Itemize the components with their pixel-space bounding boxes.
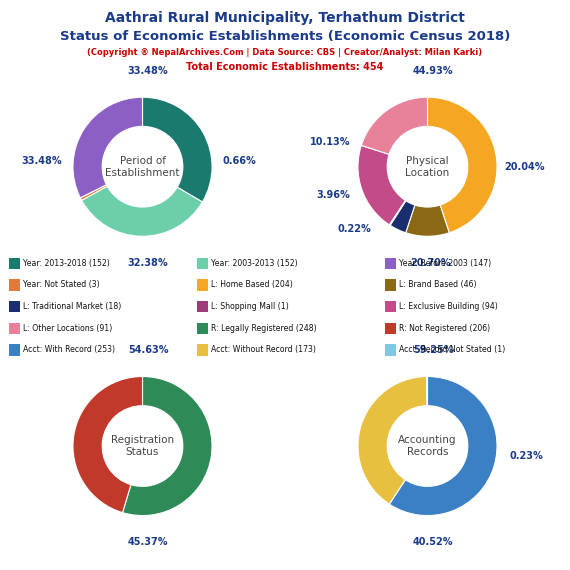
Text: 0.66%: 0.66%: [223, 156, 256, 166]
Wedge shape: [80, 185, 107, 201]
Wedge shape: [406, 205, 449, 236]
Text: L: Shopping Mall (1): L: Shopping Mall (1): [211, 302, 288, 311]
Text: 10.13%: 10.13%: [310, 137, 351, 148]
Text: 32.38%: 32.38%: [128, 258, 168, 268]
Text: Accounting
Records: Accounting Records: [398, 435, 457, 457]
Text: 20.04%: 20.04%: [504, 162, 545, 172]
Wedge shape: [82, 186, 202, 236]
Text: Status of Economic Establishments (Economic Census 2018): Status of Economic Establishments (Econo…: [60, 30, 510, 43]
Text: Period of
Establishment: Period of Establishment: [105, 156, 180, 177]
Text: 59.25%: 59.25%: [413, 345, 453, 355]
Text: Registration
Status: Registration Status: [111, 435, 174, 457]
Text: Year: Not Stated (3): Year: Not Stated (3): [23, 280, 99, 290]
Text: 20.70%: 20.70%: [411, 258, 451, 268]
Text: 45.37%: 45.37%: [128, 537, 168, 547]
Text: Year: Before 2003 (147): Year: Before 2003 (147): [399, 259, 491, 268]
Text: Acct: Without Record (173): Acct: Without Record (173): [211, 345, 316, 355]
Text: 0.23%: 0.23%: [510, 451, 543, 462]
Text: Year: 2003-2013 (152): Year: 2003-2013 (152): [211, 259, 298, 268]
Wedge shape: [358, 145, 405, 225]
Text: Aathrai Rural Municipality, Terhathum District: Aathrai Rural Municipality, Terhathum Di…: [105, 11, 465, 26]
Text: Year: 2013-2018 (152): Year: 2013-2018 (152): [23, 259, 109, 268]
Text: L: Brand Based (46): L: Brand Based (46): [399, 280, 477, 290]
Wedge shape: [73, 97, 142, 198]
Text: L: Traditional Market (18): L: Traditional Market (18): [23, 302, 121, 311]
Wedge shape: [389, 377, 497, 515]
Text: L: Exclusive Building (94): L: Exclusive Building (94): [399, 302, 498, 311]
Text: L: Other Locations (91): L: Other Locations (91): [23, 324, 112, 333]
Text: 40.52%: 40.52%: [413, 537, 453, 547]
Text: Acct: With Record (253): Acct: With Record (253): [23, 345, 115, 355]
Wedge shape: [389, 201, 406, 225]
Text: Acct: Record Not Stated (1): Acct: Record Not Stated (1): [399, 345, 505, 355]
Wedge shape: [358, 377, 427, 504]
Wedge shape: [142, 97, 212, 202]
Wedge shape: [361, 97, 428, 154]
Text: (Copyright ® NepalArchives.Com | Data Source: CBS | Creator/Analyst: Milan Karki: (Copyright ® NepalArchives.Com | Data So…: [87, 48, 483, 58]
Text: 0.22%: 0.22%: [337, 225, 372, 234]
Wedge shape: [73, 377, 142, 512]
Wedge shape: [426, 377, 428, 406]
Text: 44.93%: 44.93%: [413, 66, 453, 76]
Wedge shape: [123, 377, 212, 515]
Text: R: Not Registered (206): R: Not Registered (206): [399, 324, 490, 333]
Text: 33.48%: 33.48%: [21, 156, 62, 166]
Wedge shape: [428, 97, 497, 233]
Wedge shape: [390, 201, 415, 233]
Text: R: Legally Registered (248): R: Legally Registered (248): [211, 324, 316, 333]
Text: 54.63%: 54.63%: [128, 345, 168, 355]
Text: Physical
Location: Physical Location: [405, 156, 450, 177]
Text: L: Home Based (204): L: Home Based (204): [211, 280, 292, 290]
Text: 3.96%: 3.96%: [317, 190, 351, 199]
Text: Total Economic Establishments: 454: Total Economic Establishments: 454: [186, 62, 384, 72]
Text: 33.48%: 33.48%: [128, 66, 168, 76]
